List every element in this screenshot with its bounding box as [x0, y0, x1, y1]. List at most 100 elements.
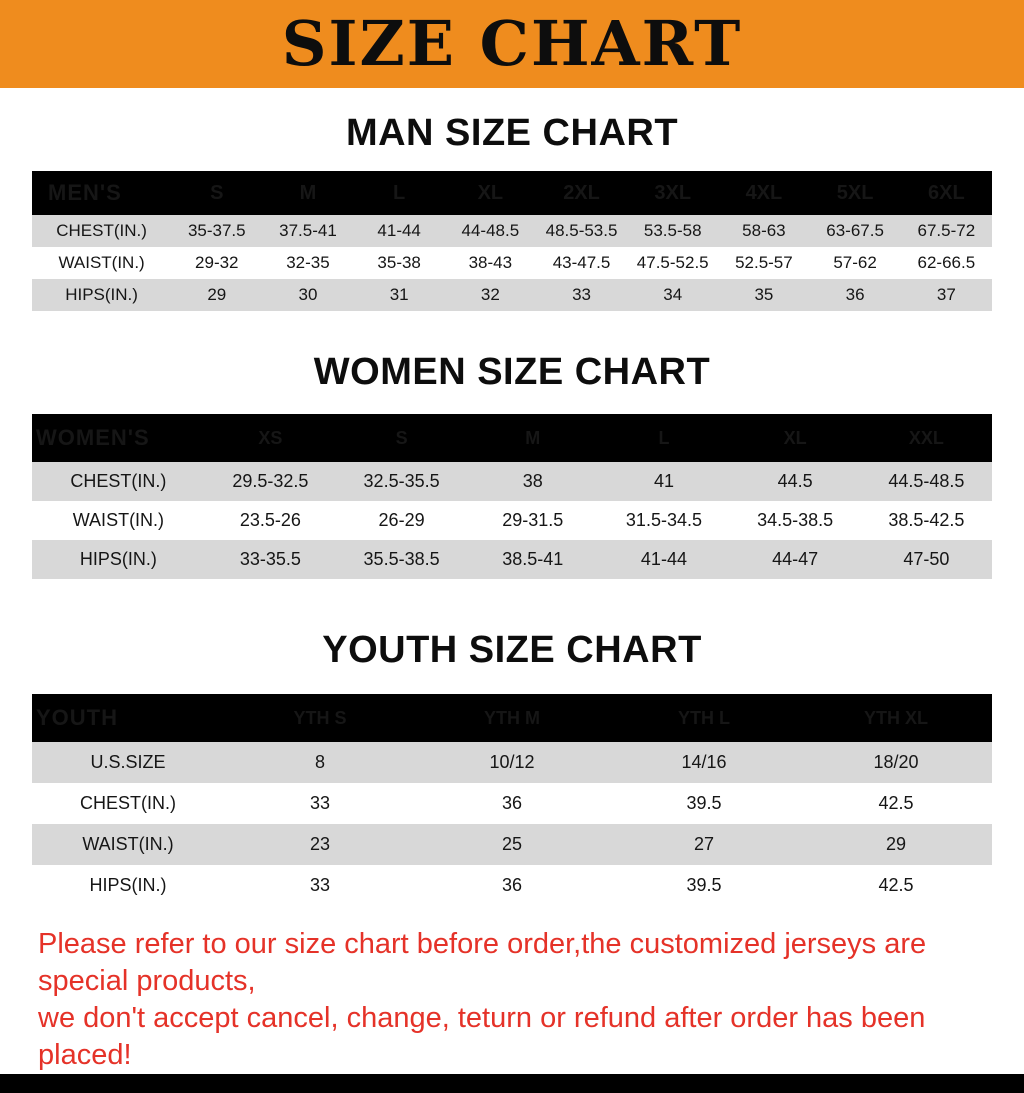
table-title-cell: YOUTH	[36, 705, 118, 730]
value-cell: 27	[693, 834, 715, 854]
value-cell: 32	[480, 285, 500, 304]
youth-size-table: YOUTH YTH S YTH M YTH L YTH XL U.S.SIZE 8 10/12…	[32, 694, 992, 906]
value-cell: 44-47	[772, 549, 819, 569]
value-cell: 36	[501, 875, 523, 895]
size-header-cell: L	[658, 427, 670, 448]
banner: SIZE CHART	[0, 0, 1024, 88]
value-cell: 29	[885, 834, 907, 854]
value-cell: 31	[389, 285, 409, 304]
value-cell: 8	[314, 752, 325, 772]
value-cell: 44.5-48.5	[888, 471, 965, 491]
value-cell: 23	[309, 834, 331, 854]
value-cell: 23.5-26	[239, 510, 301, 530]
value-cell: 41	[653, 471, 674, 491]
table-row: WAIST(IN.) 29-32 32-35 35-38 38-43 43-47.5 47.…	[32, 247, 992, 279]
value-cell: 41-44	[377, 221, 421, 240]
row-label-cell: WAIST(IN.)	[72, 510, 165, 530]
size-header-cell: XL	[477, 181, 504, 204]
value-cell: 52.5-57	[735, 253, 793, 272]
value-cell: 57-62	[833, 253, 877, 272]
value-cell: 47-50	[903, 549, 950, 569]
value-cell: 37.5-41	[279, 221, 337, 240]
size-header-cell: YTH S	[293, 707, 347, 728]
value-cell: 36	[501, 793, 523, 813]
row-label-cell: HIPS(IN.)	[79, 549, 157, 569]
value-cell: 44-48.5	[461, 221, 520, 240]
men-section: MAN SIZE CHART MEN'S S M L XL 2XL 3XL 4XL 5XL 6XL…	[0, 88, 1024, 311]
value-cell: 47.5-52.5	[636, 253, 709, 272]
size-header-cell: S	[210, 181, 224, 204]
value-cell: 41-44	[640, 549, 687, 569]
value-cell: 29	[207, 285, 227, 304]
disclaimer-line-1: Please refer to our size chart before or…	[38, 928, 927, 998]
value-cell: 33	[309, 875, 331, 895]
row-label-cell: HIPS(IN.)	[65, 285, 138, 304]
value-cell: 35.5-38.5	[363, 549, 440, 569]
table-row: WAIST(IN.) 23.5-26 26-29 29-31.5 31.5-34.5 34…	[32, 501, 992, 540]
table-row: WAIST(IN.) 23 25 27 29	[32, 824, 992, 865]
row-label-cell: WAIST(IN.)	[58, 253, 145, 272]
value-cell: 38-43	[468, 253, 513, 272]
women-section-heading: WOMEN SIZE CHART	[313, 351, 711, 393]
value-cell: 36	[845, 285, 865, 304]
value-cell: 42.5	[878, 875, 914, 895]
value-cell: 32-35	[286, 253, 330, 272]
bottom-bar	[0, 1074, 1024, 1093]
value-cell: 35-37.5	[187, 221, 246, 240]
disclaimer-note: Please refer to our size chart before or…	[38, 926, 1004, 1074]
value-cell: 29.5-32.5	[232, 471, 309, 491]
table-title-cell: WOMEN'S	[36, 425, 150, 450]
men-size-table: MEN'S S M L XL 2XL 3XL 4XL 5XL 6XL CHEST(IN.) 35-37…	[32, 171, 992, 311]
value-cell: 43-47.5	[552, 253, 611, 272]
table-row: HIPS(IN.) 29 30 31 32 33 34 35 36 37	[32, 279, 992, 311]
size-header-cell: S	[395, 427, 408, 448]
size-header-cell: XS	[258, 427, 283, 448]
row-label-cell: HIPS(IN.)	[89, 875, 167, 895]
value-cell: 39.5	[686, 793, 722, 813]
size-header-cell: XL	[783, 427, 807, 448]
row-label-cell: CHEST(IN.)	[70, 471, 167, 491]
value-cell: 18/20	[873, 752, 919, 772]
value-cell: 35	[754, 285, 774, 304]
value-cell: 67.5-72	[917, 221, 976, 240]
size-header-cell: YTH M	[484, 707, 540, 728]
table-row: CHEST(IN.) 29.5-32.5 32.5-35.5 38 41 44.5 44.5…	[32, 462, 992, 501]
size-header-cell: 5XL	[836, 181, 874, 204]
size-header-cell: 4XL	[745, 181, 783, 204]
value-cell: 39.5	[686, 875, 722, 895]
table-title-cell: MEN'S	[48, 180, 122, 205]
value-cell: 42.5	[878, 793, 914, 813]
table-header-row: WOMEN'S XS S M L XL XXL	[32, 414, 992, 462]
value-cell: 29-31.5	[502, 510, 564, 530]
women-section: WOMEN SIZE CHART WOMEN'S XS S M L XL XXL CHEST(…	[0, 311, 1024, 579]
youth-section: YOUTH SIZE CHART YOUTH YTH S YTH M YTH L YTH…	[0, 579, 1024, 906]
value-cell: 33	[309, 793, 331, 813]
value-cell: 30	[298, 285, 318, 304]
table-row: CHEST(IN.) 35-37.5 37.5-41 41-44 44-48.5 48.5…	[32, 215, 992, 247]
value-cell: 14/16	[681, 752, 727, 772]
row-label-cell: WAIST(IN.)	[82, 834, 174, 854]
value-cell: 10/12	[489, 752, 535, 772]
value-cell: 26-29	[378, 510, 425, 530]
value-cell: 35-38	[377, 253, 421, 272]
value-cell: 31.5-34.5	[625, 510, 702, 530]
table-row: U.S.SIZE 8 10/12 14/16 18/20	[32, 742, 992, 783]
size-header-cell: L	[393, 181, 406, 204]
women-size-table: WOMEN'S XS S M L XL XXL CHEST(IN.) 29.5-32.5 32.5…	[32, 414, 992, 579]
value-cell: 44.5	[777, 471, 813, 491]
value-cell: 62-66.5	[917, 253, 976, 272]
table-header-row: YOUTH YTH S YTH M YTH L YTH XL	[32, 694, 992, 742]
size-header-cell: XXL	[908, 427, 944, 448]
banner-title: SIZE CHART	[281, 7, 743, 80]
value-cell: 37	[936, 285, 956, 304]
value-cell: 53.5-58	[643, 221, 702, 240]
value-cell: 34	[663, 285, 683, 304]
table-row: HIPS(IN.) 33 36 39.5 42.5	[32, 865, 992, 906]
size-header-cell: YTH L	[678, 707, 730, 728]
men-section-heading: MAN SIZE CHART	[345, 112, 679, 154]
value-cell: 38.5-41	[502, 549, 564, 569]
value-cell: 63-67.5	[826, 221, 884, 240]
size-header-cell: M	[525, 427, 541, 448]
value-cell: 38.5-42.5	[888, 510, 965, 530]
